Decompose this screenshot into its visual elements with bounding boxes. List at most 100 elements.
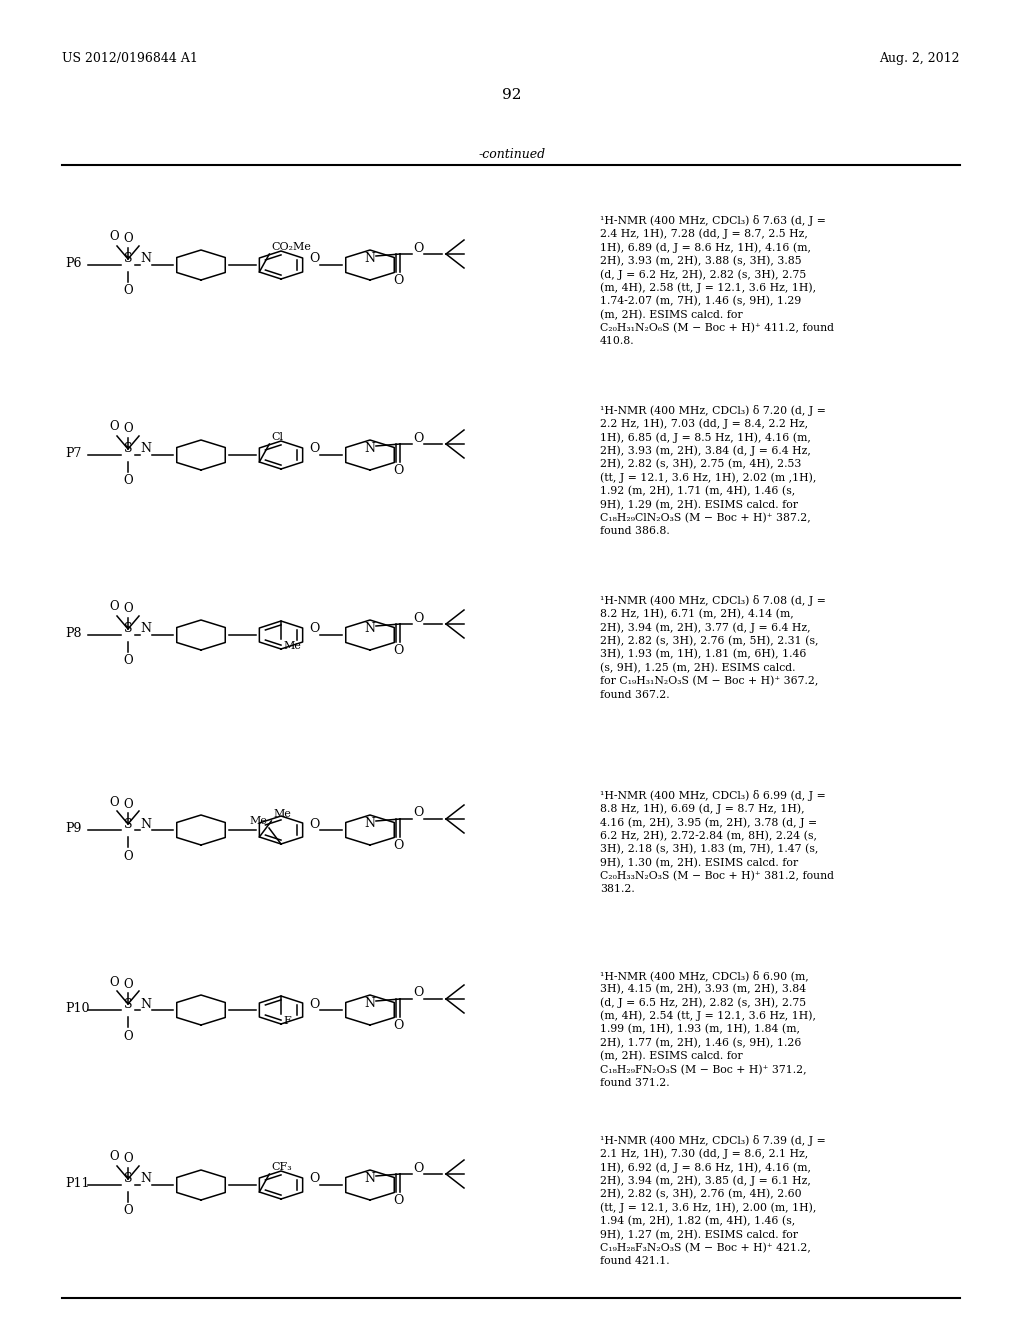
Text: 2H), 3.94 (m, 2H), 3.77 (d, J = 6.4 Hz,: 2H), 3.94 (m, 2H), 3.77 (d, J = 6.4 Hz,	[600, 622, 811, 632]
Text: O: O	[123, 232, 133, 246]
Text: 381.2.: 381.2.	[600, 884, 635, 895]
Text: O: O	[123, 602, 133, 615]
Text: 3H), 2.18 (s, 3H), 1.83 (m, 7H), 1.47 (s,: 3H), 2.18 (s, 3H), 1.83 (m, 7H), 1.47 (s…	[600, 843, 818, 854]
Text: ¹H-NMR (400 MHz, CDCl₃) δ 7.39 (d, J =: ¹H-NMR (400 MHz, CDCl₃) δ 7.39 (d, J =	[600, 1135, 825, 1146]
Text: O: O	[393, 465, 403, 477]
Text: P7: P7	[65, 447, 81, 459]
Text: O: O	[309, 442, 319, 455]
Text: S: S	[124, 1172, 132, 1185]
Text: O: O	[110, 975, 119, 989]
Text: 6.2 Hz, 2H), 2.72-2.84 (m, 8H), 2.24 (s,: 6.2 Hz, 2H), 2.72-2.84 (m, 8H), 2.24 (s,	[600, 830, 817, 841]
Text: N: N	[365, 1172, 376, 1185]
Text: 2.4 Hz, 1H), 7.28 (dd, J = 8.7, 2.5 Hz,: 2.4 Hz, 1H), 7.28 (dd, J = 8.7, 2.5 Hz,	[600, 228, 808, 239]
Text: P6: P6	[65, 257, 82, 271]
Text: 2H), 2.82 (s, 3H), 2.76 (m, 4H), 2.60: 2H), 2.82 (s, 3H), 2.76 (m, 4H), 2.60	[600, 1189, 802, 1200]
Text: O: O	[110, 421, 119, 433]
Text: 1.94 (m, 2H), 1.82 (m, 4H), 1.46 (s,: 1.94 (m, 2H), 1.82 (m, 4H), 1.46 (s,	[600, 1216, 796, 1226]
Text: 2H), 3.93 (m, 2H), 3.84 (d, J = 6.4 Hz,: 2H), 3.93 (m, 2H), 3.84 (d, J = 6.4 Hz,	[600, 446, 811, 457]
Text: (m, 4H), 2.54 (tt, J = 12.1, 3.6 Hz, 1H),: (m, 4H), 2.54 (tt, J = 12.1, 3.6 Hz, 1H)…	[600, 1011, 816, 1022]
Text: Cl: Cl	[271, 432, 284, 442]
Text: found 371.2.: found 371.2.	[600, 1078, 670, 1088]
Text: C₁₈H₂₉FN₂O₃S (M − Boc + H)⁺ 371.2,: C₁₈H₂₉FN₂O₃S (M − Boc + H)⁺ 371.2,	[600, 1064, 807, 1074]
Text: O: O	[413, 986, 423, 999]
Text: O: O	[123, 797, 133, 810]
Text: US 2012/0196844 A1: US 2012/0196844 A1	[62, 51, 198, 65]
Text: O: O	[123, 422, 133, 436]
Text: Me: Me	[273, 809, 291, 818]
Text: S: S	[124, 442, 132, 455]
Text: found 386.8.: found 386.8.	[600, 527, 670, 536]
Text: P10: P10	[65, 1002, 89, 1015]
Text: O: O	[123, 1030, 133, 1043]
Text: 410.8.: 410.8.	[600, 337, 635, 346]
Text: N: N	[140, 1172, 152, 1185]
Text: S: S	[124, 252, 132, 265]
Text: O: O	[309, 252, 319, 265]
Text: 2H), 3.93 (m, 2H), 3.88 (s, 3H), 3.85: 2H), 3.93 (m, 2H), 3.88 (s, 3H), 3.85	[600, 256, 802, 265]
Text: 8.8 Hz, 1H), 6.69 (d, J = 8.7 Hz, 1H),: 8.8 Hz, 1H), 6.69 (d, J = 8.7 Hz, 1H),	[600, 804, 805, 814]
Text: N: N	[365, 252, 376, 265]
Text: Me: Me	[249, 816, 267, 826]
Text: P9: P9	[65, 822, 81, 836]
Text: ¹H-NMR (400 MHz, CDCl₃) δ 6.99 (d, J =: ¹H-NMR (400 MHz, CDCl₃) δ 6.99 (d, J =	[600, 789, 825, 801]
Text: (m, 4H), 2.58 (tt, J = 12.1, 3.6 Hz, 1H),: (m, 4H), 2.58 (tt, J = 12.1, 3.6 Hz, 1H)…	[600, 282, 816, 293]
Text: 9H), 1.27 (m, 2H). ESIMS calcd. for: 9H), 1.27 (m, 2H). ESIMS calcd. for	[600, 1229, 798, 1239]
Text: (d, J = 6.2 Hz, 2H), 2.82 (s, 3H), 2.75: (d, J = 6.2 Hz, 2H), 2.82 (s, 3H), 2.75	[600, 269, 806, 280]
Text: 2H), 1.77 (m, 2H), 1.46 (s, 9H), 1.26: 2H), 1.77 (m, 2H), 1.46 (s, 9H), 1.26	[600, 1038, 802, 1048]
Text: N: N	[365, 817, 376, 830]
Text: 2.1 Hz, 1H), 7.30 (dd, J = 8.6, 2.1 Hz,: 2.1 Hz, 1H), 7.30 (dd, J = 8.6, 2.1 Hz,	[600, 1148, 808, 1159]
Text: O: O	[393, 1019, 403, 1032]
Text: CO₂Me: CO₂Me	[271, 242, 311, 252]
Text: O: O	[309, 623, 319, 635]
Text: 8.2 Hz, 1H), 6.71 (m, 2H), 4.14 (m,: 8.2 Hz, 1H), 6.71 (m, 2H), 4.14 (m,	[600, 609, 794, 619]
Text: 1.74-2.07 (m, 7H), 1.46 (s, 9H), 1.29: 1.74-2.07 (m, 7H), 1.46 (s, 9H), 1.29	[600, 296, 801, 306]
Text: 3H), 1.93 (m, 1H), 1.81 (m, 6H), 1.46: 3H), 1.93 (m, 1H), 1.81 (m, 6H), 1.46	[600, 649, 806, 660]
Text: 2H), 2.82 (s, 3H), 2.75 (m, 4H), 2.53: 2H), 2.82 (s, 3H), 2.75 (m, 4H), 2.53	[600, 459, 802, 470]
Text: 1H), 6.89 (d, J = 8.6 Hz, 1H), 4.16 (m,: 1H), 6.89 (d, J = 8.6 Hz, 1H), 4.16 (m,	[600, 242, 811, 252]
Text: C₂₀H₃₃N₂O₃S (M − Boc + H)⁺ 381.2, found: C₂₀H₃₃N₂O₃S (M − Boc + H)⁺ 381.2, found	[600, 871, 834, 882]
Text: N: N	[140, 998, 152, 1011]
Text: 1.99 (m, 1H), 1.93 (m, 1H), 1.84 (m,: 1.99 (m, 1H), 1.93 (m, 1H), 1.84 (m,	[600, 1024, 800, 1035]
Text: O: O	[393, 644, 403, 657]
Text: for C₁₉H₃₁N₂O₃S (M − Boc + H)⁺ 367.2,: for C₁₉H₃₁N₂O₃S (M − Boc + H)⁺ 367.2,	[600, 676, 818, 686]
Text: N: N	[365, 442, 376, 455]
Text: F: F	[283, 1016, 291, 1026]
Text: O: O	[123, 285, 133, 297]
Text: O: O	[110, 231, 119, 243]
Text: 9H), 1.30 (m, 2H). ESIMS calcd. for: 9H), 1.30 (m, 2H). ESIMS calcd. for	[600, 858, 798, 867]
Text: 1H), 6.85 (d, J = 8.5 Hz, 1H), 4.16 (m,: 1H), 6.85 (d, J = 8.5 Hz, 1H), 4.16 (m,	[600, 432, 811, 442]
Text: S: S	[124, 817, 132, 830]
Text: O: O	[110, 1151, 119, 1163]
Text: N: N	[140, 817, 152, 830]
Text: O: O	[309, 817, 319, 830]
Text: 2H), 2.82 (s, 3H), 2.76 (m, 5H), 2.31 (s,: 2H), 2.82 (s, 3H), 2.76 (m, 5H), 2.31 (s…	[600, 635, 818, 645]
Text: (s, 9H), 1.25 (m, 2H). ESIMS calcd.: (s, 9H), 1.25 (m, 2H). ESIMS calcd.	[600, 663, 796, 673]
Text: (m, 2H). ESIMS calcd. for: (m, 2H). ESIMS calcd. for	[600, 309, 742, 319]
Text: O: O	[393, 275, 403, 286]
Text: 3H), 4.15 (m, 2H), 3.93 (m, 2H), 3.84: 3H), 4.15 (m, 2H), 3.93 (m, 2H), 3.84	[600, 983, 806, 994]
Text: 1.92 (m, 2H), 1.71 (m, 4H), 1.46 (s,: 1.92 (m, 2H), 1.71 (m, 4H), 1.46 (s,	[600, 486, 796, 496]
Text: P11: P11	[65, 1177, 89, 1191]
Text: 92: 92	[502, 88, 522, 102]
Text: O: O	[309, 1172, 319, 1185]
Text: N: N	[365, 997, 376, 1010]
Text: O: O	[309, 998, 319, 1011]
Text: found 421.1.: found 421.1.	[600, 1257, 670, 1266]
Text: O: O	[413, 1162, 423, 1175]
Text: O: O	[413, 242, 423, 255]
Text: O: O	[123, 474, 133, 487]
Text: -continued: -continued	[478, 148, 546, 161]
Text: CF₃: CF₃	[271, 1162, 292, 1172]
Text: 2H), 3.94 (m, 2H), 3.85 (d, J = 6.1 Hz,: 2H), 3.94 (m, 2H), 3.85 (d, J = 6.1 Hz,	[600, 1176, 811, 1187]
Text: O: O	[413, 432, 423, 445]
Text: (d, J = 6.5 Hz, 2H), 2.82 (s, 3H), 2.75: (d, J = 6.5 Hz, 2H), 2.82 (s, 3H), 2.75	[600, 997, 806, 1007]
Text: Aug. 2, 2012: Aug. 2, 2012	[880, 51, 961, 65]
Text: O: O	[110, 601, 119, 614]
Text: N: N	[140, 623, 152, 635]
Text: N: N	[140, 442, 152, 455]
Text: O: O	[413, 807, 423, 820]
Text: O: O	[413, 611, 423, 624]
Text: (tt, J = 12.1, 3.6 Hz, 1H), 2.00 (m, 1H),: (tt, J = 12.1, 3.6 Hz, 1H), 2.00 (m, 1H)…	[600, 1203, 816, 1213]
Text: ¹H-NMR (400 MHz, CDCl₃) δ 7.63 (d, J =: ¹H-NMR (400 MHz, CDCl₃) δ 7.63 (d, J =	[600, 215, 826, 226]
Text: 9H), 1.29 (m, 2H). ESIMS calcd. for: 9H), 1.29 (m, 2H). ESIMS calcd. for	[600, 499, 798, 510]
